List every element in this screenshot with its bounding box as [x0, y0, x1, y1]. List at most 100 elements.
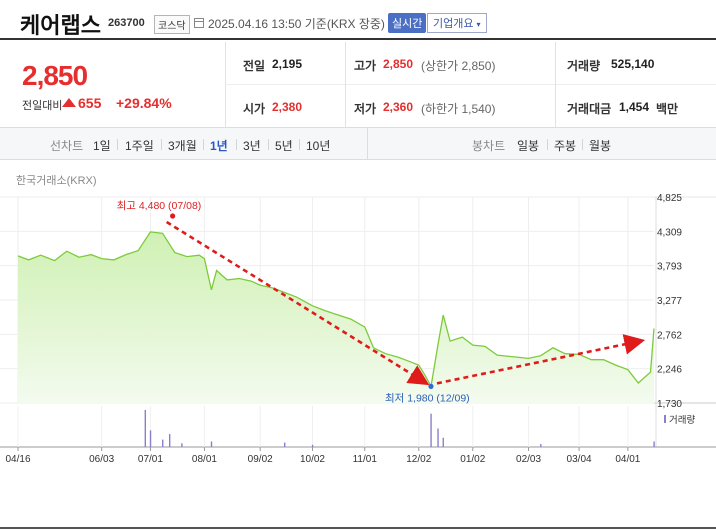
datetime-text: 2025.04.16 13:50 — [208, 17, 302, 31]
prev-close-value: 2,195 — [272, 57, 303, 71]
realtime-button[interactable]: 실시간 — [388, 13, 427, 33]
volume-bar — [311, 444, 314, 447]
divider — [0, 527, 716, 529]
x-tick-label: 08/01 — [192, 454, 217, 465]
volume-label: 거래량 — [567, 59, 601, 73]
x-tick-label: 09/02 — [248, 454, 273, 465]
y-tick-label: 2,762 — [657, 330, 682, 341]
trend-arrow-down — [165, 220, 430, 386]
x-tick-label: 10/02 — [300, 454, 325, 465]
period-3m[interactable]: 3개월 — [168, 139, 197, 153]
volume-legend-label: 거래량 — [669, 414, 695, 426]
separator — [299, 139, 300, 150]
quote-datetime: 2025.04.16 13:50 기준(KRX 장중) — [208, 15, 385, 32]
y-tick-label: 2,246 — [657, 365, 682, 376]
candle-weekly[interactable]: 주봉 — [554, 139, 577, 153]
separator — [203, 139, 204, 150]
caret-down-icon: ▾ — [476, 20, 481, 29]
company-name: 케어랩스 — [20, 13, 101, 38]
x-tick-label: 06/03 — [89, 454, 114, 465]
market-badge: 코스닥 — [154, 15, 190, 34]
candle-chart-label: 봉차트 — [472, 139, 506, 153]
low-value: 2,360 — [383, 100, 414, 114]
separator — [161, 139, 162, 150]
period-1d[interactable]: 1일 — [93, 139, 111, 153]
volume-bar — [653, 441, 655, 447]
stock-header: 케어랩스 263700 코스닥 2025.04.16 13:50 기준(KRX … — [0, 0, 716, 40]
divider — [225, 42, 226, 128]
quote-summary: 2,850 전일대비 655 +29.84% 전일 2,195 시가 2,380… — [0, 42, 716, 128]
exchange-label: 한국거래소(KRX) — [16, 175, 97, 187]
change-value: 655 — [62, 95, 101, 111]
divider — [345, 42, 346, 128]
candle-monthly[interactable]: 월봉 — [589, 139, 612, 153]
price-chart: 04/16 06/03 07/01 08/01 09/02 10/02 11/01 12/02… — [0, 193, 716, 465]
x-tick-label: 03/04 — [567, 454, 592, 465]
x-tick-label: 12/02 — [406, 454, 431, 465]
x-tick-label: 01/02 — [460, 454, 485, 465]
separator — [268, 139, 269, 150]
period-1w[interactable]: 1주일 — [125, 139, 154, 153]
volume-bar — [437, 428, 439, 447]
volume-value: 525,140 — [611, 57, 655, 71]
separator — [547, 139, 548, 150]
y-tick-label: 3,793 — [657, 262, 682, 273]
volume-bar — [210, 441, 213, 447]
x-tick-label: 07/01 — [138, 454, 163, 465]
line-chart-label: 선차트 — [50, 139, 84, 153]
company-overview-button[interactable]: 기업개요 ▾ — [427, 13, 487, 33]
candle-daily[interactable]: 일봉 — [517, 139, 540, 153]
amount-value: 1,454 — [619, 100, 650, 114]
y-tick-label: 4,309 — [657, 227, 682, 238]
volume-legend-swatch — [664, 415, 666, 423]
x-tick-label: 11/01 — [353, 454, 378, 465]
period-10y[interactable]: 10년 — [306, 139, 331, 153]
amount-label: 거래대금 — [567, 102, 612, 116]
x-tick-label: 02/03 — [516, 454, 541, 465]
prev-close-label: 전일 — [243, 59, 266, 73]
separator — [582, 139, 583, 150]
separator — [117, 139, 118, 150]
calendar-icon — [194, 18, 204, 28]
amount-unit: 백만 — [656, 102, 679, 116]
basis-text: 기준(KRX 장중) — [304, 17, 385, 31]
divider — [225, 84, 716, 85]
volume-bar — [442, 437, 444, 447]
separator — [236, 139, 237, 150]
y-tick-label: 3,277 — [657, 296, 682, 307]
volume-bar — [168, 434, 171, 447]
stock-code: 263700 — [108, 17, 145, 29]
divider — [555, 42, 556, 128]
divider — [367, 128, 368, 160]
x-tick-label: 04/16 — [5, 454, 30, 465]
volume-bar — [540, 444, 542, 447]
high-annotation: 최고 4,480 (07/08) — [117, 200, 202, 212]
y-tick-label: 4,825 — [657, 193, 682, 204]
overview-label: 기업개요 — [433, 18, 474, 30]
low-annotation: 최저 1,980 (12/09) — [385, 392, 470, 404]
volume-bar — [430, 413, 432, 447]
low-marker — [428, 383, 434, 389]
change-value-text: 655 — [78, 95, 102, 111]
volume-bar — [149, 430, 152, 447]
period-3y[interactable]: 3년 — [243, 139, 261, 153]
period-5y[interactable]: 5년 — [275, 139, 293, 153]
change-label: 전일대비 — [22, 100, 63, 112]
price-line — [17, 231, 655, 389]
open-label: 시가 — [243, 102, 266, 116]
change-percent: +29.84% — [116, 95, 172, 111]
high-value: 2,850 — [383, 57, 414, 71]
volume-bar — [283, 442, 286, 447]
volume-bar — [181, 443, 183, 447]
lower-limit: (하한가 1,540) — [421, 102, 496, 116]
upper-limit: (상한가 2,850) — [421, 59, 496, 73]
y-tick-label: 1,730 — [657, 399, 682, 410]
price-area-fill — [18, 231, 654, 403]
current-price: 2,850 — [22, 60, 88, 91]
period-1y[interactable]: 1년 — [210, 139, 228, 153]
period-selector: 선차트 1일 1주일 3개월 1년 3년 5년 10년 봉차트 일봉 주봉 월봉 — [0, 128, 716, 160]
open-value: 2,380 — [272, 100, 303, 114]
low-label: 저가 — [354, 102, 377, 116]
volume-bar — [162, 439, 164, 447]
high-marker — [170, 213, 176, 219]
